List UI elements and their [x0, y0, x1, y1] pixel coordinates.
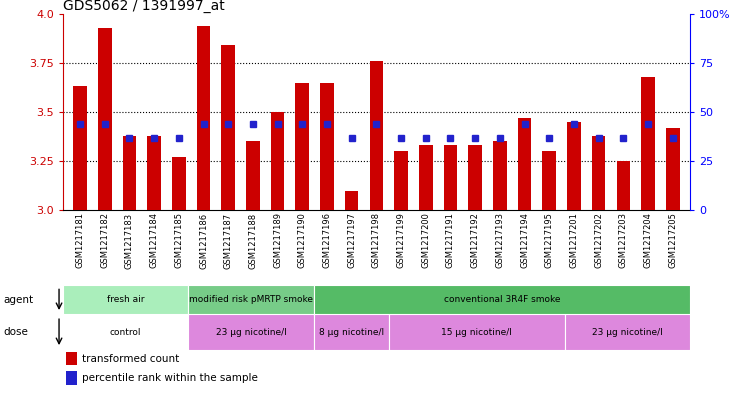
- Text: GSM1217196: GSM1217196: [323, 213, 331, 268]
- Bar: [66, 371, 77, 385]
- Text: GSM1217191: GSM1217191: [446, 213, 455, 268]
- Text: GSM1217195: GSM1217195: [545, 213, 554, 268]
- Bar: [493, 141, 507, 210]
- Bar: [295, 83, 309, 210]
- Text: conventional 3R4F smoke: conventional 3R4F smoke: [444, 295, 560, 304]
- Bar: [568, 122, 581, 210]
- Text: GSM1217188: GSM1217188: [249, 213, 258, 269]
- Text: GSM1217184: GSM1217184: [150, 213, 159, 268]
- Bar: [345, 191, 359, 210]
- Bar: [246, 141, 260, 210]
- Text: 8 μg nicotine/l: 8 μg nicotine/l: [319, 328, 384, 336]
- Bar: [616, 161, 630, 210]
- Bar: [314, 285, 690, 314]
- Bar: [469, 145, 482, 210]
- Text: GSM1217187: GSM1217187: [224, 213, 232, 269]
- Text: GSM1217200: GSM1217200: [421, 213, 430, 268]
- Text: agent: agent: [4, 295, 34, 305]
- Bar: [444, 145, 458, 210]
- Bar: [63, 285, 188, 314]
- Text: fresh air: fresh air: [107, 295, 144, 304]
- Text: 23 μg nicotine/l: 23 μg nicotine/l: [215, 328, 286, 336]
- Text: 23 μg nicotine/l: 23 μg nicotine/l: [592, 328, 663, 336]
- Bar: [148, 136, 161, 210]
- Text: GSM1217189: GSM1217189: [273, 213, 282, 268]
- Text: GSM1217202: GSM1217202: [594, 213, 603, 268]
- Text: GSM1217203: GSM1217203: [619, 213, 628, 268]
- Bar: [592, 136, 605, 210]
- Bar: [271, 112, 284, 210]
- Bar: [188, 285, 314, 314]
- Text: percentile rank within the sample: percentile rank within the sample: [82, 373, 258, 384]
- Text: transformed count: transformed count: [82, 354, 179, 364]
- Text: GSM1217199: GSM1217199: [396, 213, 406, 268]
- Text: GSM1217194: GSM1217194: [520, 213, 529, 268]
- Bar: [98, 28, 111, 210]
- Text: GSM1217181: GSM1217181: [75, 213, 85, 268]
- Bar: [518, 118, 531, 210]
- Text: GDS5062 / 1391997_at: GDS5062 / 1391997_at: [63, 0, 224, 13]
- Bar: [666, 128, 680, 210]
- Bar: [565, 314, 690, 350]
- Bar: [320, 83, 334, 210]
- Text: control: control: [110, 328, 141, 336]
- Text: GSM1217186: GSM1217186: [199, 213, 208, 269]
- Text: dose: dose: [4, 327, 29, 337]
- Bar: [172, 157, 185, 210]
- Text: 15 μg nicotine/l: 15 μg nicotine/l: [441, 328, 512, 336]
- Bar: [419, 145, 432, 210]
- Bar: [123, 136, 137, 210]
- Bar: [370, 61, 383, 210]
- Bar: [221, 45, 235, 210]
- Text: GSM1217183: GSM1217183: [125, 213, 134, 269]
- Text: modified risk pMRTP smoke: modified risk pMRTP smoke: [189, 295, 313, 304]
- Text: GSM1217190: GSM1217190: [298, 213, 307, 268]
- Bar: [314, 314, 389, 350]
- Bar: [63, 314, 188, 350]
- Text: GSM1217185: GSM1217185: [174, 213, 183, 268]
- Bar: [394, 151, 408, 210]
- Bar: [641, 77, 655, 210]
- Text: GSM1217201: GSM1217201: [570, 213, 579, 268]
- Text: GSM1217198: GSM1217198: [372, 213, 381, 268]
- Text: GSM1217197: GSM1217197: [347, 213, 356, 268]
- Bar: [389, 314, 565, 350]
- Bar: [197, 26, 210, 210]
- Text: GSM1217193: GSM1217193: [495, 213, 504, 268]
- Text: GSM1217204: GSM1217204: [644, 213, 652, 268]
- Text: GSM1217182: GSM1217182: [100, 213, 109, 268]
- Bar: [73, 86, 87, 210]
- Bar: [188, 314, 314, 350]
- Text: GSM1217192: GSM1217192: [471, 213, 480, 268]
- Bar: [66, 352, 77, 365]
- Bar: [542, 151, 556, 210]
- Text: GSM1217205: GSM1217205: [668, 213, 677, 268]
